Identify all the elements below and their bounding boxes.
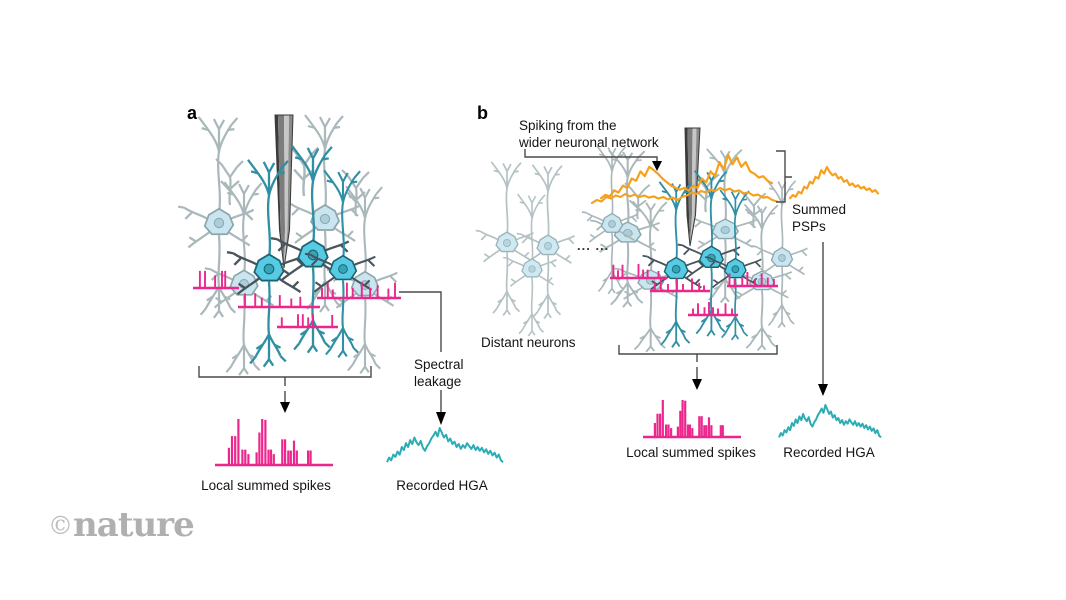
- psp-bracket: [776, 150, 792, 203]
- ellipsis-separator: ... ...: [577, 238, 610, 253]
- spiking-note-connector: [524, 149, 662, 171]
- summed-psp-trace: [788, 165, 880, 200]
- distant-neurons-label: Distant neurons: [481, 335, 576, 350]
- spike-raster-b: [610, 264, 778, 317]
- panel-b-label: b: [477, 103, 488, 123]
- summed-psps-label: Summed PSPs: [792, 202, 847, 234]
- spectral-leakage-connector: [399, 291, 446, 425]
- copyright-icon: ©: [48, 511, 73, 540]
- bracket-a: [198, 366, 372, 413]
- nature-wordmark: nature: [73, 505, 195, 545]
- spike-raster-a: [193, 270, 401, 329]
- panel-a-label: a: [187, 103, 198, 123]
- recorded-hga-trace-a: [386, 427, 504, 463]
- local-summed-spikes-label-b: Local summed spikes: [626, 445, 756, 460]
- recorded-hga-label-a: Recorded HGA: [396, 478, 488, 493]
- electrode-a: [274, 114, 294, 269]
- summed-psps-arrow: [818, 242, 828, 396]
- local-summed-spikes-chart-b: [643, 400, 741, 439]
- spectral-leakage-label: Spectral leakage: [414, 357, 464, 389]
- recorded-hga-trace-b: [778, 404, 882, 439]
- nature-watermark: ©nature: [48, 505, 195, 545]
- psp-traces: [590, 153, 880, 205]
- distant-neurons-group: [475, 161, 575, 336]
- local-summed-spikes-chart-a: [215, 419, 333, 467]
- spiking-note-label: Spiking from the wider neuronal network: [519, 118, 659, 150]
- recorded-hga-label-b: Recorded HGA: [783, 445, 875, 460]
- bracket-b: [618, 345, 778, 390]
- local-summed-spikes-label-a: Local summed spikes: [201, 478, 331, 493]
